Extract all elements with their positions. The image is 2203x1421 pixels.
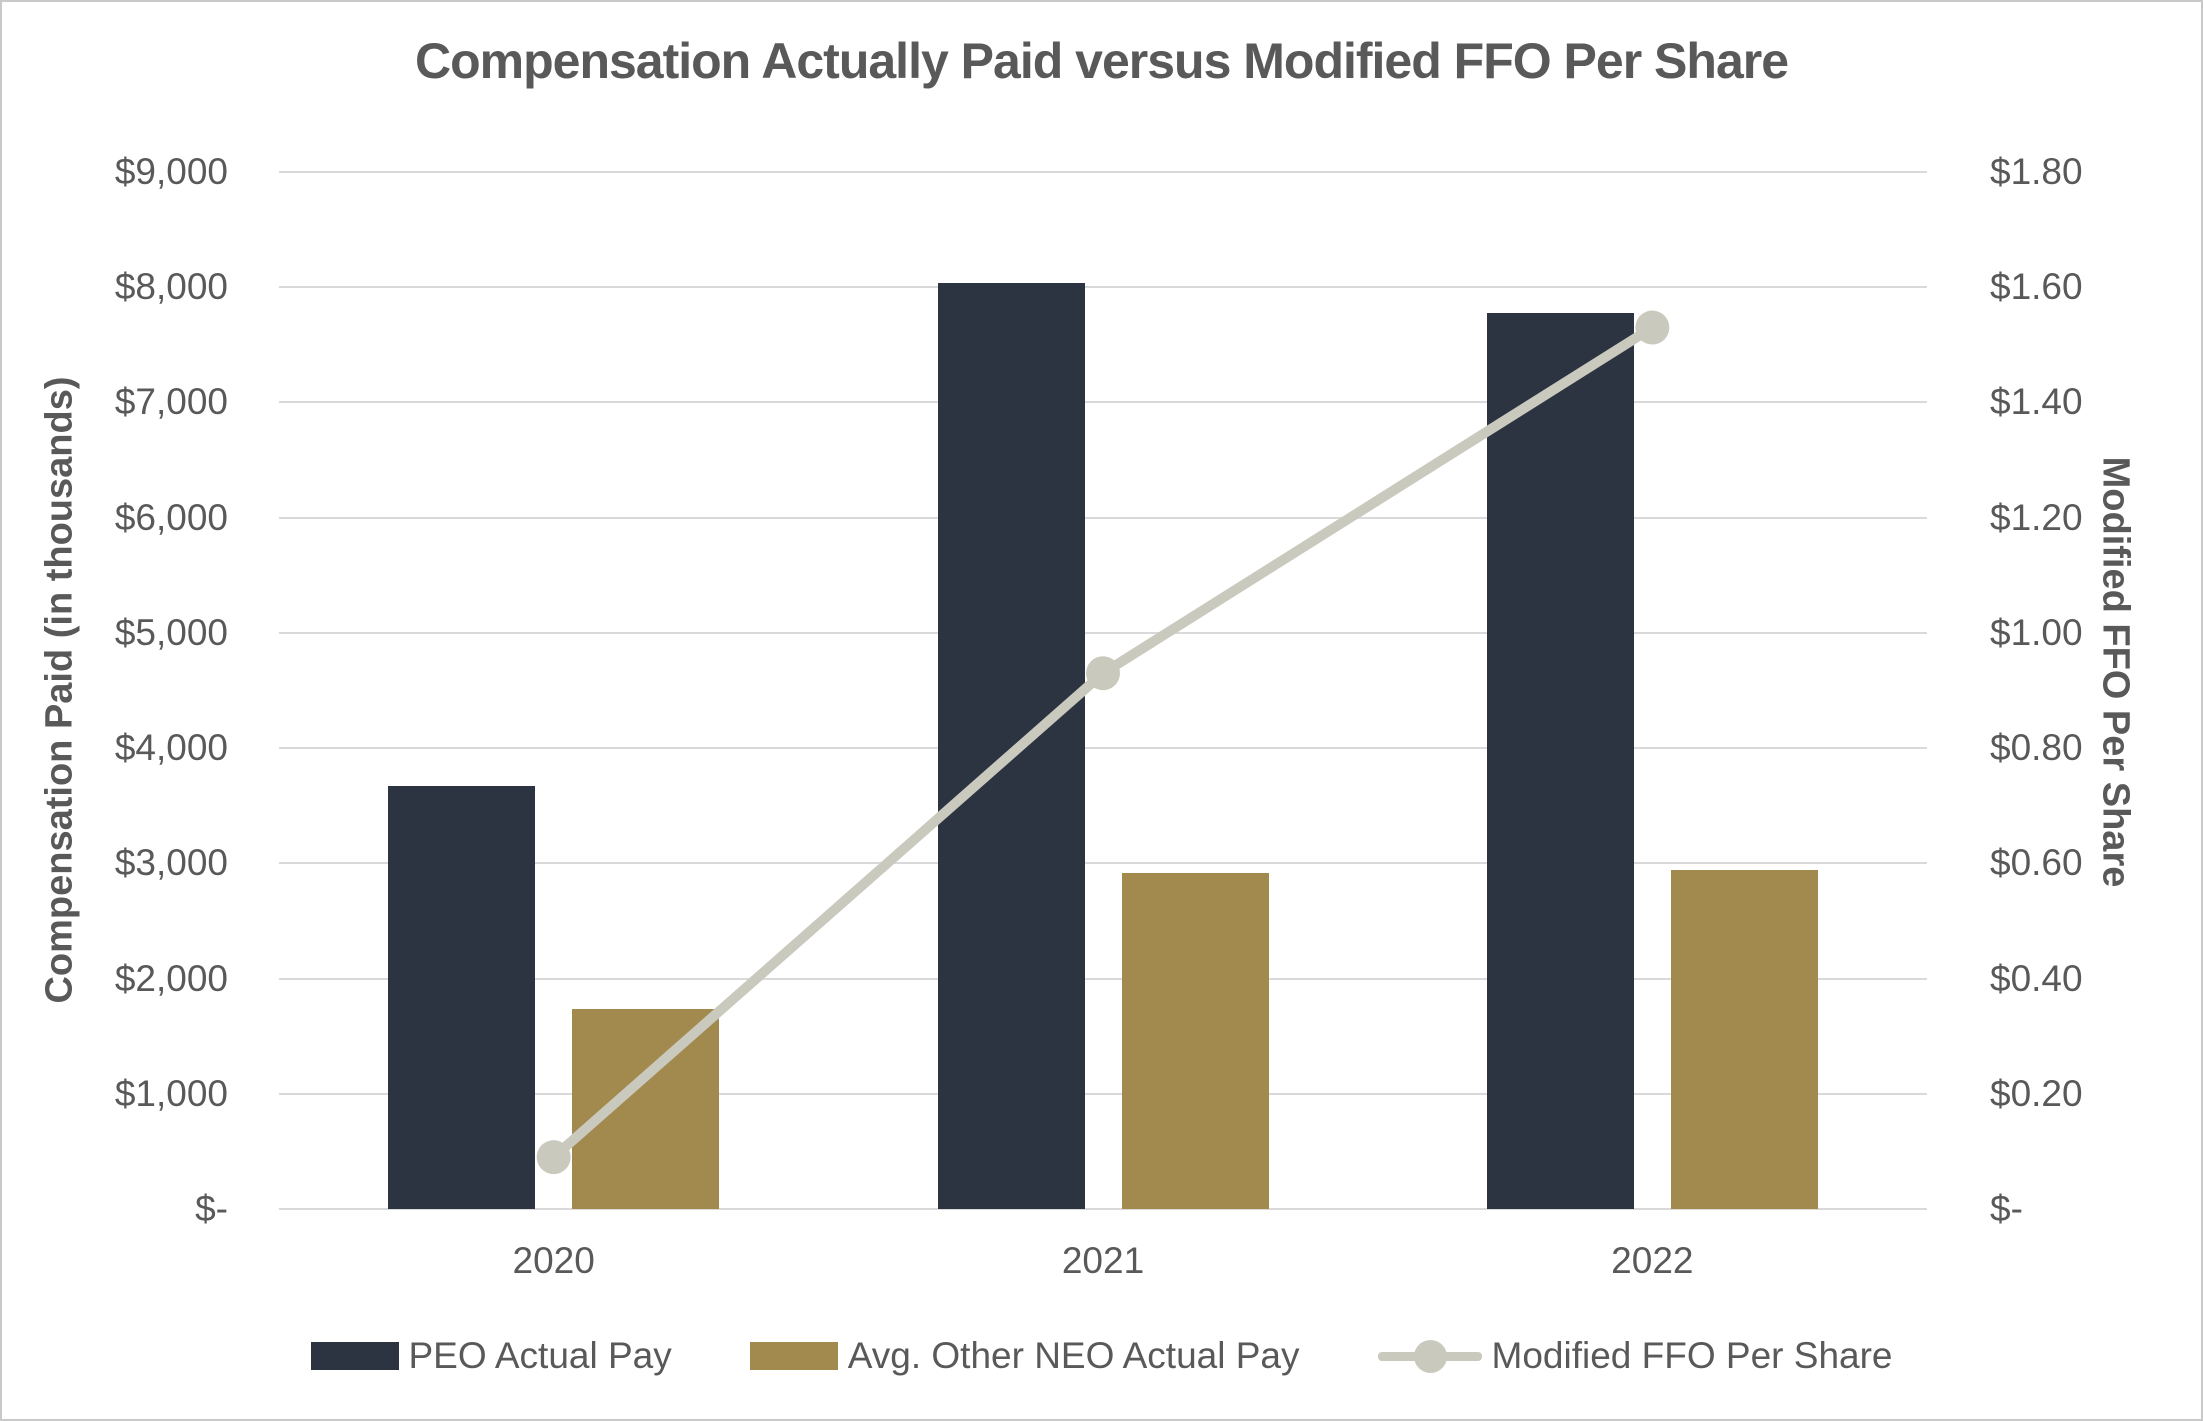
ffo-marker-2021: [1086, 656, 1120, 691]
left-axis-tick-label: $8,000: [114, 266, 228, 308]
gridline: [279, 1208, 1927, 1210]
left-axis-tick-label: $1,000: [114, 1072, 228, 1114]
gridline: [279, 171, 1927, 173]
left-axis-tick-label: $2,000: [114, 957, 228, 999]
legend-line-marker-icon: [1377, 1338, 1482, 1374]
bar-peo-2020: [388, 786, 536, 1209]
ffo-marker-2020: [536, 1140, 571, 1175]
x-axis-label-2021: 2021: [1061, 1240, 1145, 1281]
ffo-marker-2022: [1635, 310, 1670, 345]
legend-item-neo-actual-pay: Avg. Other NEO Actual Pay: [749, 1335, 1300, 1377]
gridline: [279, 631, 1927, 634]
right-axis-tick-label: $0.40: [1990, 957, 2083, 999]
left-axis-tick-label: $6,000: [114, 496, 228, 538]
right-axis-tick-label: $0.60: [1990, 842, 2083, 884]
right-axis-tick-label: $1.40: [1990, 381, 2083, 423]
legend-label-peo: PEO Actual Pay: [408, 1335, 672, 1376]
right-axis-tick-label: $0.80: [1990, 727, 2083, 769]
legend-item-modified-ffo: Modified FFO Per Share: [1377, 1335, 1893, 1377]
legend-label-ffo: Modified FFO Per Share: [1491, 1335, 1893, 1376]
right-axis-tick-label: $1.60: [1990, 266, 2083, 308]
x-axis-label-2022: 2022: [1611, 1240, 1694, 1281]
legend: PEO Actual Pay Avg. Other NEO Actual Pay…: [2, 1324, 2201, 1388]
right-axis-tick-label: $0.20: [1990, 1072, 2083, 1114]
bar-peo-2022: [1486, 312, 1634, 1209]
gridline: [279, 286, 1927, 289]
bar-neo-2021: [1121, 872, 1269, 1209]
left-axis-tick-label: $5,000: [114, 611, 228, 653]
right-axis-tick-label: $1.00: [1990, 611, 2083, 653]
left-axis-tick-label: $4,000: [114, 727, 228, 769]
gridline: [279, 747, 1927, 750]
bar-peo-2021: [937, 282, 1085, 1209]
legend-swatch-neo-icon: [749, 1342, 838, 1370]
gridline: [279, 401, 1927, 404]
x-axis-label-2020: 2020: [512, 1240, 595, 1281]
right-axis-tick-label: $1.80: [1990, 151, 2083, 192]
legend-line-dot: [1413, 1340, 1447, 1373]
left-axis-tick-label: $7,000: [114, 381, 228, 423]
bar-neo-2020: [572, 1008, 720, 1209]
legend-swatch-peo-icon: [310, 1342, 399, 1370]
right-axis-tick-label: $1.20: [1990, 496, 2083, 538]
right-axis-tick-label: $-: [1990, 1188, 2023, 1229]
gridline: [279, 516, 1927, 519]
bar-neo-2022: [1670, 870, 1818, 1209]
left-axis-tick-label: $3,000: [114, 842, 228, 884]
left-axis-tick-label: $-: [195, 1188, 228, 1229]
legend-label-neo: Avg. Other NEO Actual Pay: [847, 1335, 1300, 1376]
legend-item-peo-actual-pay: PEO Actual Pay: [310, 1335, 672, 1377]
chart-title: Compensation Actually Paid versus Modifi…: [414, 33, 1789, 89]
left-axis-tick-label: $9,000: [114, 151, 228, 192]
